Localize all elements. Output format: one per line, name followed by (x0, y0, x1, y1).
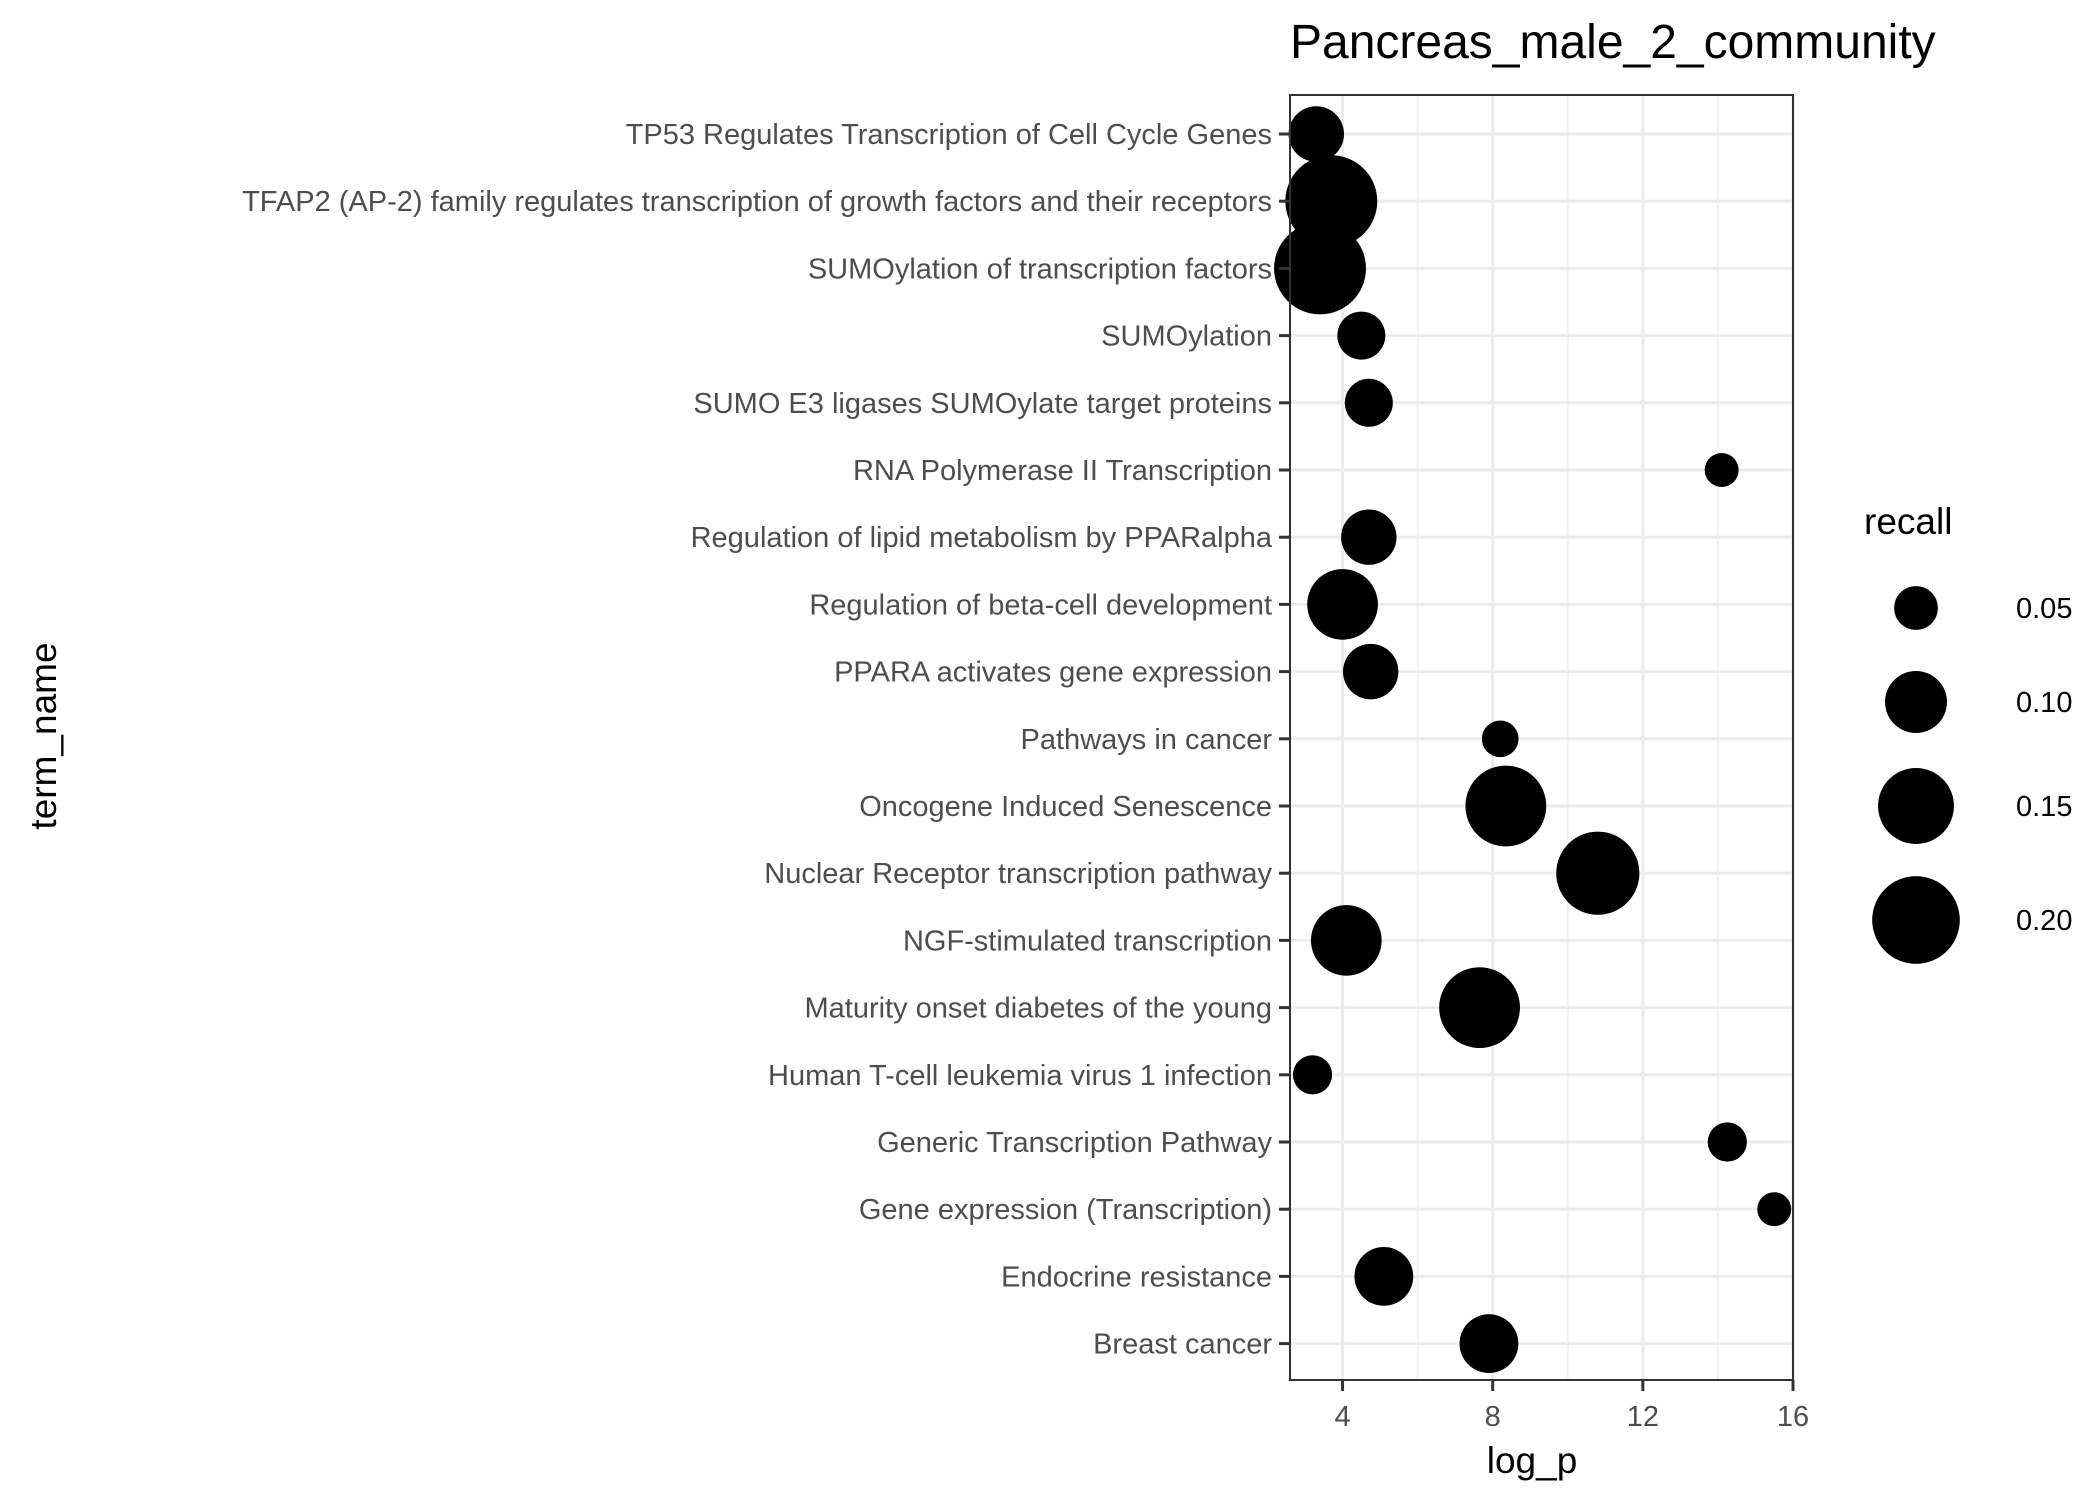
data-point (1307, 569, 1378, 640)
y-tick-label: Endocrine resistance (1001, 1261, 1272, 1293)
data-point (1310, 905, 1382, 976)
legend-label: 0.20 (2016, 905, 2072, 937)
data-point (1459, 1314, 1519, 1373)
y-tick-label: Oncogene Induced Senescence (859, 791, 1272, 823)
y-tick-label: Generic Transcription Pathway (877, 1127, 1272, 1159)
x-axis-title: log_p (1487, 1440, 1578, 1481)
legend-label: 0.10 (2016, 687, 2072, 719)
data-point (1292, 1055, 1333, 1095)
data-point (1556, 831, 1640, 915)
data-point (1481, 720, 1519, 758)
data-point (1337, 311, 1386, 360)
y-tick-label: SUMO E3 ligases SUMOylate target protein… (693, 388, 1272, 420)
y-axis-title: term_name (23, 642, 64, 829)
legend-key-circle (1872, 876, 1960, 964)
data-point (1465, 765, 1547, 847)
size-legend: recall 0.05 0.10 0.15 0.20 (1864, 501, 2072, 964)
data-point (1757, 1192, 1792, 1227)
x-tick-label: 16 (1777, 1401, 1809, 1433)
data-point (1707, 1122, 1747, 1162)
x-axis: 4 8 12 16 (1334, 1380, 1809, 1433)
legend-label: 0.05 (2016, 593, 2072, 625)
y-tick-label: SUMOylation (1101, 321, 1272, 353)
x-tick-label: 4 (1334, 1401, 1350, 1433)
x-tick-label: 12 (1627, 1401, 1659, 1433)
y-tick-label: Regulation of lipid metabolism by PPARal… (691, 522, 1273, 554)
data-point (1342, 643, 1399, 700)
y-axis: TP53 Regulates Transcription of Cell Cyc… (242, 119, 1290, 1361)
data-point (1341, 509, 1397, 565)
data-point (1354, 1247, 1414, 1306)
legend-label: 0.15 (2016, 791, 2072, 823)
y-tick-label: Pathways in cancer (1021, 724, 1273, 756)
data-point (1288, 106, 1344, 162)
y-tick-label: Human T-cell leukemia virus 1 infection (768, 1060, 1272, 1092)
y-tick-label: NGF-stimulated transcription (903, 925, 1272, 957)
y-tick-label: TP53 Regulates Transcription of Cell Cyc… (626, 119, 1272, 151)
x-tick-label: 8 (1485, 1401, 1501, 1433)
y-tick-label: RNA Polymerase II Transcription (853, 455, 1272, 487)
legend-key-circle (1885, 671, 1947, 733)
data-point (1274, 222, 1366, 315)
y-tick-label: Gene expression (Transcription) (859, 1194, 1272, 1226)
panel-border (1289, 94, 1794, 1381)
y-tick-label: Breast cancer (1093, 1329, 1272, 1361)
plot-panel (1290, 95, 1795, 1380)
legend-key-circle (1878, 768, 1954, 844)
y-tick-label: Nuclear Receptor transcription pathway (764, 858, 1272, 890)
legend-title: recall (1864, 501, 1952, 542)
plot-title: Pancreas_male_2_community (1290, 16, 1936, 69)
y-tick-label: TFAP2 (AP-2) family regulates transcript… (242, 186, 1272, 218)
data-point (1439, 967, 1520, 1049)
data-point (1344, 378, 1393, 427)
y-tick-label: Regulation of beta-cell development (809, 589, 1272, 621)
legend-key-circle (1894, 586, 1938, 630)
y-tick-label: Maturity onset diabetes of the young (804, 993, 1272, 1025)
data-point (1704, 453, 1739, 487)
data-points (1274, 106, 1792, 1373)
y-tick-label: PPARA activates gene expression (834, 657, 1272, 689)
y-tick-label: SUMOylation of transcription factors (808, 253, 1272, 285)
